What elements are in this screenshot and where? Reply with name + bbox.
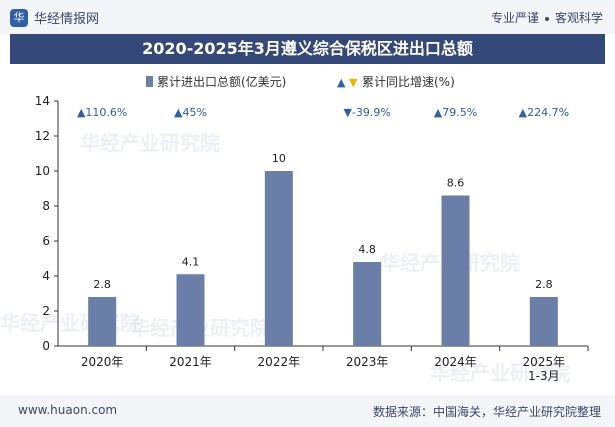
y-tick-label: 2 [42,304,50,318]
growth-label: ▲110.6% [77,106,127,119]
y-tick-label: 12 [35,129,50,143]
x-tick-label: 2021年 [169,355,212,369]
footer-source: 数据来源：中国海关，华经产业研究院整理 [372,405,601,419]
bar [264,171,293,346]
bar-value-label: 4.8 [358,243,376,256]
chart: 华经产业研究院华经产业研究院华经产业研究院华经产业研究院华经产业研究院 累计进出… [0,74,589,385]
legend-up-triangle-icon: ▲ [337,76,346,89]
y-tick-label: 10 [35,164,50,178]
watermark-text: 华经产业研究院 [430,361,570,385]
legend-line-label: 累计同比增速(%) [362,75,455,89]
bar-value-label: 10 [272,152,286,165]
bars: 2.8 4.1 10 4.8 8.6 2.8 [88,152,558,346]
legend-down-triangle-icon: ▼ [349,76,358,89]
dot-icon [544,16,549,21]
y-tick-label: 6 [42,234,50,248]
x-tick-label: 2020年 [81,355,124,369]
legend-bar-swatch [146,76,153,87]
bar-value-label: 2.8 [535,278,553,291]
slogan-left: 专业严谨 [490,11,539,25]
x-tick-label: 1-3月 [528,369,560,383]
slogan: 专业严谨 客观科学 [491,9,603,26]
bar [353,262,382,346]
brand: 华 华经情报网 [10,8,99,27]
y-tick-label: 14 [35,94,50,108]
top-bar: 华 华经情报网 专业严谨 客观科学 [0,0,615,34]
watermark-text: 华经产业研究院 [0,311,140,335]
bar [529,297,558,346]
x-tick-label: 2023年 [346,355,389,369]
y-tick-label: 8 [42,199,50,213]
x-tick-label: 2025年 [523,355,566,369]
growth-labels: ▲110.6% ▲45% ▼-39.9% ▲79.5% ▲224.7% [77,106,569,119]
legend-bar-label: 累计进出口总额(亿美元) [157,74,286,89]
y-ticks: 0 2 4 6 8 10 12 14 [35,94,58,353]
footer: www.huaon.com 数据来源：中国海关，华经产业研究院整理 [0,395,615,427]
growth-label: ▲224.7% [519,106,569,119]
y-tick-label: 4 [42,269,50,283]
slogan-right: 客观科学 [554,11,603,25]
brand-logo-icon: 华 [10,8,28,27]
x-tick-label: 2022年 [258,355,301,369]
growth-label: ▼-39.9% [343,106,390,119]
watermark-text: 华经产业研究院 [80,131,220,155]
y-tick-label: 0 [42,339,50,353]
brand-name: 华经情报网 [34,12,100,27]
bar [441,195,470,346]
legend: 累计进出口总额(亿美元) ▲ ▼ 累计同比增速(%) [146,74,455,89]
bar [88,297,117,346]
bar-value-label: 8.6 [447,177,465,190]
chart-title: 2020-2025年3月遵义综合保税区进出口总额 [10,34,605,64]
x-tick-label: 2024年 [434,355,477,369]
bar-value-label: 4.1 [182,255,200,268]
bar-value-label: 2.8 [93,278,111,291]
bar [176,274,205,346]
footer-site: www.huaon.com [18,403,118,417]
growth-label: ▲79.5% [434,106,477,119]
growth-label: ▲45% [174,106,207,119]
